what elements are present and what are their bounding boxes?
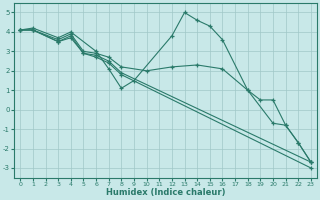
X-axis label: Humidex (Indice chaleur): Humidex (Indice chaleur) — [106, 188, 225, 197]
